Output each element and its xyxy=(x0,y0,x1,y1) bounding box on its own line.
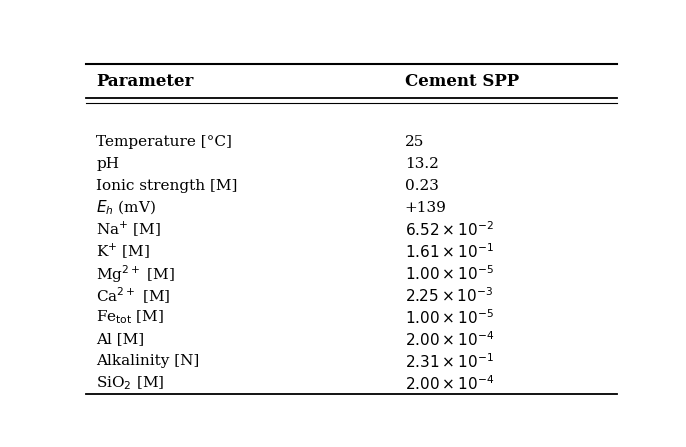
Text: pH: pH xyxy=(96,157,119,171)
Text: Cement SPP: Cement SPP xyxy=(405,73,519,90)
Text: 25: 25 xyxy=(405,135,424,149)
Text: +139: +139 xyxy=(405,201,447,215)
Text: Mg$^{2+}$ [M]: Mg$^{2+}$ [M] xyxy=(96,263,176,285)
Text: Ionic strength [M]: Ionic strength [M] xyxy=(96,179,238,193)
Text: Fe$_{\rm tot}$ [M]: Fe$_{\rm tot}$ [M] xyxy=(96,309,165,326)
Text: $2.25 \times 10^{-3}$: $2.25 \times 10^{-3}$ xyxy=(405,286,493,305)
Text: K$^{+}$ [M]: K$^{+}$ [M] xyxy=(96,242,150,261)
Text: Al [M]: Al [M] xyxy=(96,333,145,346)
Text: Parameter: Parameter xyxy=(96,73,193,90)
Text: Alkalinity [N]: Alkalinity [N] xyxy=(96,354,200,368)
Text: SiO$_{2}$ [M]: SiO$_{2}$ [M] xyxy=(96,375,165,392)
Text: Na$^{+}$ [M]: Na$^{+}$ [M] xyxy=(96,220,161,239)
Text: $2.31 \times 10^{-1}$: $2.31 \times 10^{-1}$ xyxy=(405,352,494,371)
Text: 0.23: 0.23 xyxy=(405,179,438,193)
Text: $E_{\mathit{h}}$ (mV): $E_{\mathit{h}}$ (mV) xyxy=(96,198,156,217)
Text: $2.00 \times 10^{-4}$: $2.00 \times 10^{-4}$ xyxy=(405,330,494,349)
Text: $2.00 \times 10^{-4}$: $2.00 \times 10^{-4}$ xyxy=(405,374,494,393)
Text: $1.61 \times 10^{-1}$: $1.61 \times 10^{-1}$ xyxy=(405,242,494,261)
Text: $1.00 \times 10^{-5}$: $1.00 \times 10^{-5}$ xyxy=(405,308,494,327)
Text: Temperature [°C]: Temperature [°C] xyxy=(96,135,233,149)
Text: $6.52 \times 10^{-2}$: $6.52 \times 10^{-2}$ xyxy=(405,220,494,239)
Text: Ca$^{2+}$ [M]: Ca$^{2+}$ [M] xyxy=(96,286,171,306)
Text: $1.00 \times 10^{-5}$: $1.00 \times 10^{-5}$ xyxy=(405,264,494,283)
Text: 13.2: 13.2 xyxy=(405,157,438,171)
